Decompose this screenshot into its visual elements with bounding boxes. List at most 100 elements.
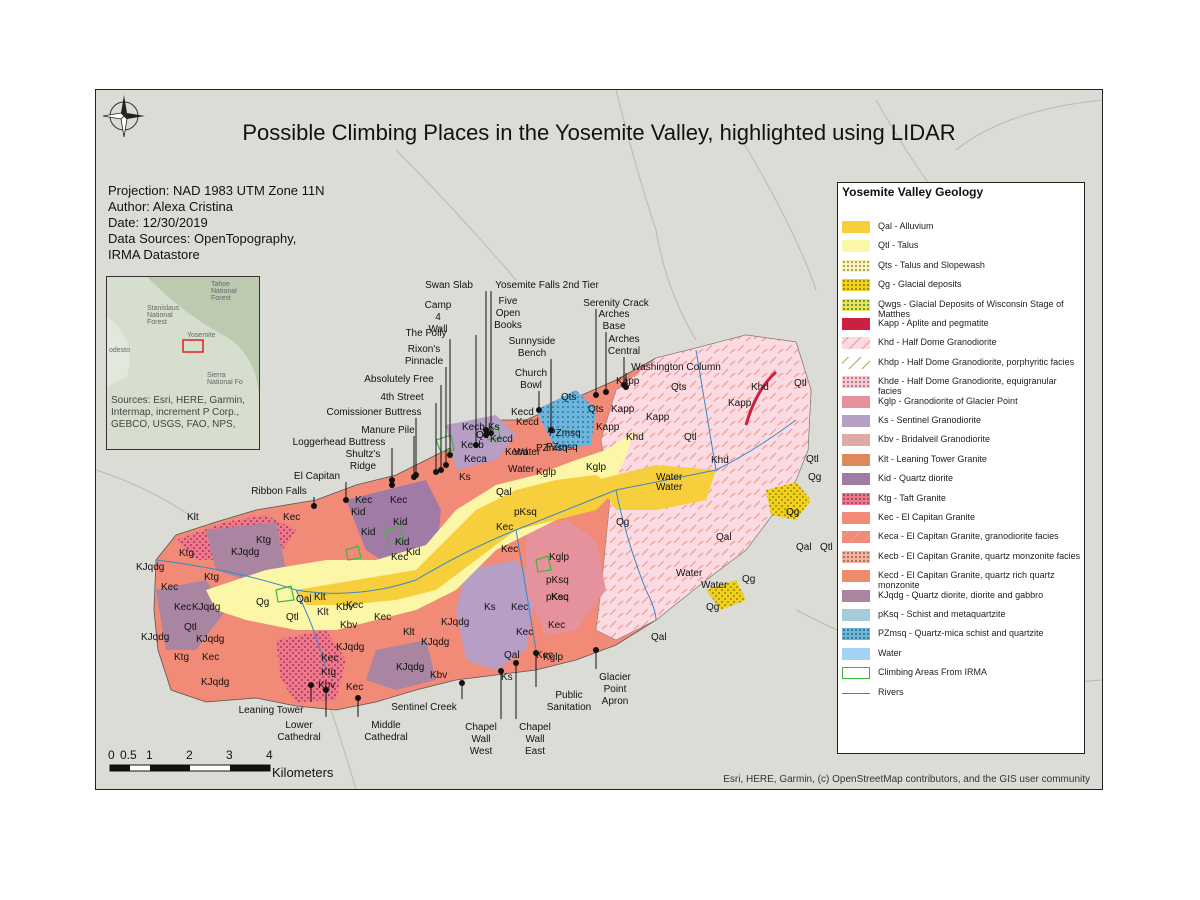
unit-label: Kid <box>351 507 365 518</box>
climbing-place-point[interactable] <box>459 680 465 686</box>
sources-text-1: Data Sources: OpenTopography, <box>108 231 297 246</box>
legend-label: Water <box>878 647 902 658</box>
unit-label: Klt <box>314 592 326 603</box>
legend-item: Kapp - Aplite and pegmatite <box>842 318 1082 336</box>
legend-item: Kec - El Capitan Granite <box>842 512 1082 530</box>
climbing-place-point[interactable] <box>513 660 519 666</box>
unit-label: Khd <box>751 382 769 393</box>
climbing-place-point[interactable] <box>623 384 629 390</box>
unit-label: Kec <box>202 652 219 663</box>
unit-label: Qtl <box>820 542 833 553</box>
inset-map[interactable]: Tahoe National Forest Stanislaus Nationa… <box>106 276 260 450</box>
climbing-place-point[interactable] <box>355 695 361 701</box>
unit-label: Kglp <box>586 462 606 473</box>
unit-label: Qtl <box>184 622 197 633</box>
climbing-place-point[interactable] <box>498 668 504 674</box>
legend-item: Water <box>842 647 1082 666</box>
climbing-place-point[interactable] <box>593 392 599 398</box>
unit-kjqdg-2[interactable] <box>156 580 226 650</box>
map-canvas[interactable]: Qal Qal Qal Qal Qal Qal Qtl Qtl Qtl Qtl Qtl Qtl Qtl Q… <box>96 90 1102 789</box>
unit-label: Klt <box>403 627 415 638</box>
climbing-place-point[interactable] <box>323 687 329 693</box>
legend-label: Qts - Talus and Slopewash <box>878 259 985 270</box>
unit-label: KJqdg <box>441 617 469 628</box>
unit-kapp[interactable] <box>744 370 778 426</box>
unit-label: Water <box>514 447 541 458</box>
legend-label: Khd - Half Dome Granodiorite <box>878 337 997 348</box>
climbing-place-point[interactable] <box>473 442 479 448</box>
climbing-place-point[interactable] <box>603 389 609 395</box>
climbing-place-point[interactable] <box>433 469 439 475</box>
climbing-place-point[interactable] <box>447 452 453 458</box>
unit-label: Qts <box>588 404 604 415</box>
unit-label: Qts <box>671 382 687 393</box>
climbing-place-point[interactable] <box>488 430 494 436</box>
climbing-place-point[interactable] <box>389 482 395 488</box>
unit-kjqdg[interactable] <box>206 522 286 580</box>
unit-label: Kid <box>395 537 409 548</box>
legend-label: pKsq - Schist and metaquartzite <box>878 609 1006 619</box>
climbing-place-label: Chapel Wall West <box>465 722 497 757</box>
author-text: Author: Alexa Cristina <box>108 199 234 214</box>
unit-qal[interactable] <box>296 475 616 605</box>
climbing-place-label: Yosemite Falls 2nd Tier <box>495 280 599 291</box>
legend-label: Kecd - El Capitan Granite, quartz rich q… <box>878 570 1055 591</box>
climbing-place-label: Arches Central <box>608 334 640 357</box>
unit-kid[interactable] <box>346 480 441 570</box>
climbing-place-point[interactable] <box>311 503 317 509</box>
unit-label: Ks <box>501 672 513 683</box>
legend-item: Kid - Quartz diorite <box>842 473 1082 491</box>
legend-label: Rivers <box>878 686 904 697</box>
legend-swatch <box>842 221 870 233</box>
climbing-place-point[interactable] <box>548 427 554 433</box>
legend-label: Kglp - Granodiorite of Glacier Point <box>878 395 1018 406</box>
climbing-place-point[interactable] <box>533 650 539 656</box>
climbing-place-point[interactable] <box>443 462 449 468</box>
legend-swatch <box>842 298 870 311</box>
climbing-place-label: Middle Cathedral <box>364 720 407 743</box>
unit-label: Kec <box>548 620 565 631</box>
unit-label: Kbv <box>336 602 353 613</box>
climbing-place-label: Chapel Wall East <box>519 722 551 757</box>
unit-label: Kid <box>361 527 375 538</box>
climbing-place-label: Manure Pile <box>361 425 415 436</box>
unit-label: Kglp <box>536 467 556 478</box>
climbing-place-point[interactable] <box>593 647 599 653</box>
legend-item: Qg - Glacial deposits <box>842 279 1082 297</box>
unit-label: Kbv <box>340 620 357 631</box>
unit-label: Qg <box>706 602 719 613</box>
climbing-place-point[interactable] <box>308 682 314 688</box>
unit-qg-2[interactable] <box>706 580 746 610</box>
unit-label: pKsq <box>546 592 569 603</box>
climbing-place-point[interactable] <box>343 497 349 503</box>
unit-qg[interactable] <box>766 482 811 520</box>
climbing-place-label: Public Sanitation <box>547 690 591 713</box>
climbing-place-point[interactable] <box>438 467 444 473</box>
unit-label: KJqdg <box>141 632 169 643</box>
unit-ktg-south[interactable] <box>276 630 346 702</box>
climbing-place-point[interactable] <box>411 474 417 480</box>
unit-label: Ks <box>459 472 471 483</box>
climbing-place-point[interactable] <box>536 407 542 413</box>
unit-kglp[interactable] <box>526 520 606 635</box>
climbing-place-point[interactable] <box>483 427 489 433</box>
unit-label: Keca <box>464 454 487 465</box>
legend-label: Kbv - Bridalveil Granodiorite <box>878 434 991 445</box>
climbing-place-label: Shultz's Ridge <box>346 449 381 472</box>
map-frame[interactable]: Qal Qal Qal Qal Qal Qal Qtl Qtl Qtl Qtl Qtl Qtl Qtl Q… <box>95 89 1103 790</box>
legend-swatch <box>842 356 870 369</box>
unit-label: Kec <box>374 612 391 623</box>
unit-ks-south[interactable] <box>456 560 536 670</box>
climbing-place-point[interactable] <box>483 432 489 438</box>
climbing-areas[interactable] <box>275 425 552 603</box>
unit-label: Ks <box>484 602 496 613</box>
unit-kjqdg-3[interactable] <box>366 640 436 690</box>
legend-swatch <box>842 628 870 641</box>
unit-label: Qal <box>296 594 312 605</box>
unit-label: Kec <box>501 544 518 555</box>
legend-item: Qwgs - Glacial Deposits of Wisconsin Sta… <box>842 298 1082 319</box>
legend-label: Qtl - Talus <box>878 240 919 251</box>
unit-label: Qtl <box>286 612 299 623</box>
inset-label-stanislaus: Stanislaus National Forest <box>147 305 180 326</box>
unit-qtl[interactable] <box>206 430 636 630</box>
